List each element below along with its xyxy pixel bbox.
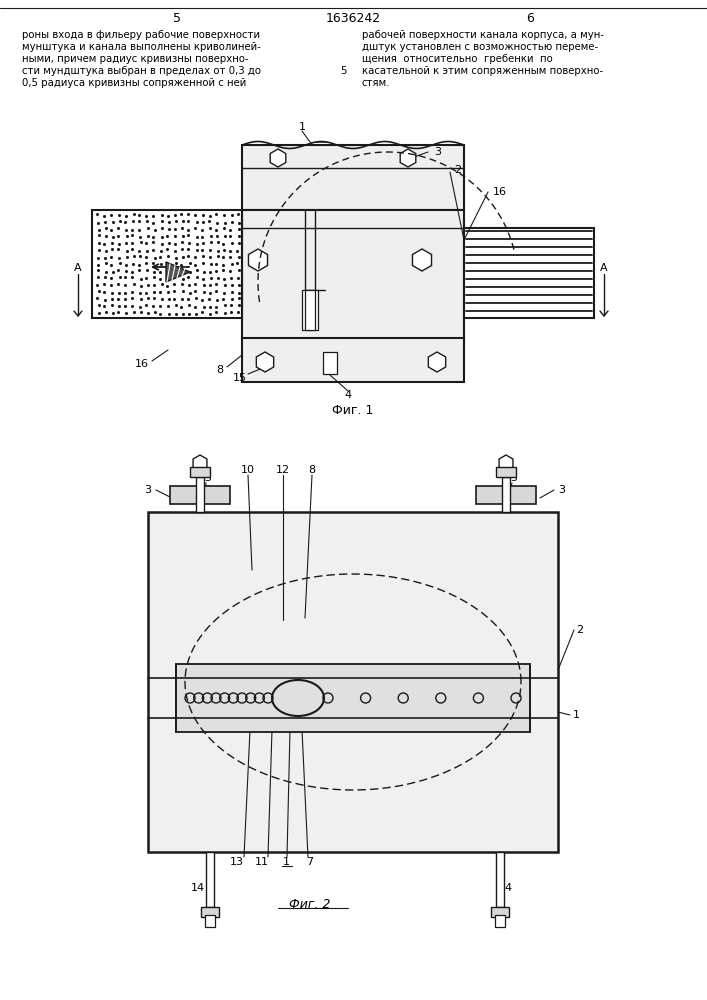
Text: щения  относительно  гребенки  по: щения относительно гребенки по <box>362 54 553 64</box>
Text: Фиг. 2: Фиг. 2 <box>289 898 331 910</box>
Bar <box>206 852 214 907</box>
Text: ными, причем радиус кривизны поверхно-: ными, причем радиус кривизны поверхно- <box>22 54 249 64</box>
Bar <box>92 210 242 318</box>
Text: касательной к этим сопряженным поверхно-: касательной к этим сопряженным поверхно- <box>362 66 603 76</box>
Bar <box>491 907 509 917</box>
Text: роны входа в фильеру рабочие поверхности: роны входа в фильеру рабочие поверхности <box>22 30 260 40</box>
Polygon shape <box>270 149 286 167</box>
Text: 14: 14 <box>499 883 513 893</box>
Text: рабочей поверхности канала корпуса, а мун-: рабочей поверхности канала корпуса, а му… <box>362 30 604 40</box>
Text: 1: 1 <box>283 857 289 867</box>
Text: 1: 1 <box>298 122 305 132</box>
Text: мунштука и канала выполнены криволиней-: мунштука и канала выполнены криволиней- <box>22 42 261 52</box>
Bar <box>176 664 530 732</box>
Text: 0,5 радиуса кривизны сопряженной с ней: 0,5 радиуса кривизны сопряженной с ней <box>22 78 246 88</box>
Text: 2: 2 <box>455 165 462 175</box>
Bar <box>170 486 230 504</box>
Text: 3: 3 <box>144 485 151 495</box>
Polygon shape <box>400 149 416 167</box>
Bar <box>148 512 558 852</box>
Bar <box>242 145 464 210</box>
Text: 3: 3 <box>435 147 441 157</box>
Polygon shape <box>428 352 445 372</box>
Bar <box>305 290 315 330</box>
Text: 2: 2 <box>576 625 583 635</box>
Polygon shape <box>412 249 431 271</box>
Bar <box>201 907 219 917</box>
Text: 3: 3 <box>559 485 566 495</box>
Text: 10: 10 <box>241 465 255 475</box>
Text: A: A <box>600 263 608 273</box>
Text: 16: 16 <box>493 187 507 197</box>
Text: 14: 14 <box>191 883 205 893</box>
Text: дштук установлен с возможностью переме-: дштук установлен с возможностью переме- <box>362 42 598 52</box>
Bar <box>496 467 516 477</box>
Bar <box>323 352 337 374</box>
Text: 5: 5 <box>173 11 181 24</box>
Bar <box>242 210 464 340</box>
Bar <box>464 228 594 318</box>
Text: 4: 4 <box>344 390 351 400</box>
Bar <box>302 290 318 330</box>
Bar <box>196 477 204 512</box>
Text: Фиг. 1: Фиг. 1 <box>332 403 374 416</box>
Text: 12: 12 <box>276 465 290 475</box>
Bar <box>242 338 464 382</box>
Text: 15: 15 <box>199 473 213 483</box>
Polygon shape <box>257 352 274 372</box>
Text: 6: 6 <box>526 11 534 24</box>
Bar <box>502 477 510 512</box>
Bar <box>476 486 536 504</box>
Polygon shape <box>248 249 267 271</box>
Bar <box>205 915 215 927</box>
Polygon shape <box>193 455 207 471</box>
Bar <box>190 467 210 477</box>
Text: 8: 8 <box>216 365 223 375</box>
Polygon shape <box>166 262 190 282</box>
Text: 15: 15 <box>233 373 247 383</box>
Text: A: A <box>74 263 82 273</box>
Text: 11: 11 <box>255 857 269 867</box>
Text: 13: 13 <box>230 857 244 867</box>
Text: 15: 15 <box>505 473 519 483</box>
Text: 16: 16 <box>135 359 149 369</box>
Text: 5: 5 <box>340 66 346 76</box>
Text: 8: 8 <box>308 465 315 475</box>
Bar <box>496 852 504 907</box>
Text: 7: 7 <box>306 857 314 867</box>
Text: 1636242: 1636242 <box>325 11 380 24</box>
Bar <box>495 915 505 927</box>
Text: 1: 1 <box>573 710 580 720</box>
Polygon shape <box>499 455 513 471</box>
Text: стям.: стям. <box>362 78 390 88</box>
Text: сти мундштука выбран в пределах от 0,3 до: сти мундштука выбран в пределах от 0,3 д… <box>22 66 261 76</box>
